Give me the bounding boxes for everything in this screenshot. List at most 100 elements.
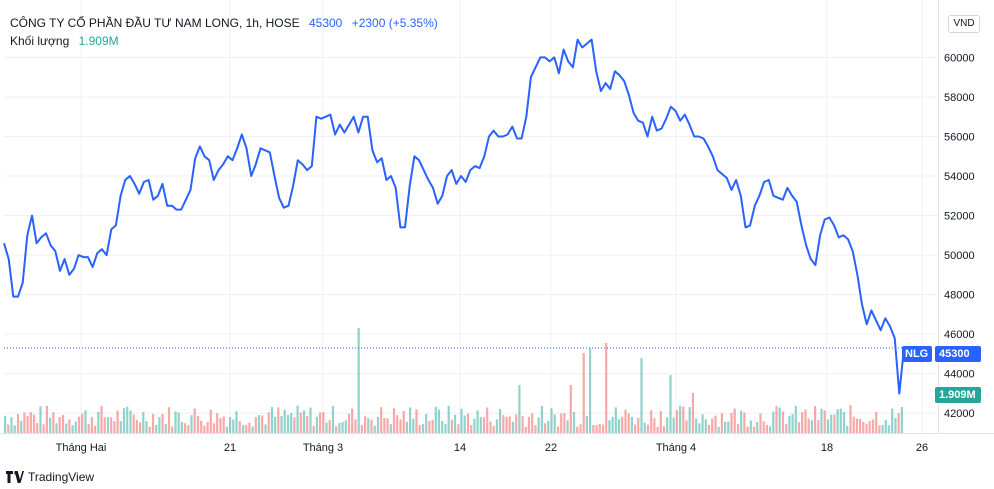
- volume-bar: [331, 405, 335, 433]
- volume-bar: [823, 410, 826, 433]
- volume-bar: [370, 419, 373, 433]
- volume-bar: [77, 416, 81, 433]
- volume-bar: [84, 410, 87, 433]
- volume-bar: [817, 420, 820, 433]
- volume-bar: [347, 413, 351, 433]
- volume-bar: [489, 421, 492, 433]
- volume-bar: [579, 424, 582, 433]
- volume-bar: [486, 407, 489, 433]
- volume-bar: [351, 408, 354, 433]
- volume-bar: [187, 425, 190, 433]
- volume-bar: [167, 407, 171, 433]
- price-change: +2300 (+5.35%): [351, 16, 438, 30]
- volume-bar: [386, 418, 389, 433]
- volume-bar: [4, 416, 7, 433]
- time-axis[interactable]: Tháng Hai 21 Tháng 3 14 22 Tháng 4 18 26: [56, 442, 929, 454]
- volume-bar: [177, 412, 180, 433]
- price-axis[interactable]: 42000 44000 46000 48000 50000 52000 54000 56000…: [944, 52, 975, 420]
- volume-bar: [659, 411, 662, 433]
- last-price-tag: 45300: [935, 346, 981, 362]
- volume-bar: [887, 425, 891, 433]
- volume-bar: [582, 353, 585, 433]
- volume-bar: [891, 408, 894, 433]
- y-tick-label: 52000: [944, 211, 975, 223]
- volume-bar: [499, 409, 502, 433]
- currency-button[interactable]: VND: [948, 15, 980, 33]
- volume-bar: [762, 421, 765, 433]
- volume-bar: [563, 413, 566, 433]
- volume-bar: [804, 409, 807, 433]
- volume-bar: [466, 413, 470, 433]
- volume-bar: [122, 408, 126, 433]
- volume-bar: [148, 426, 151, 433]
- volume-bar: [572, 412, 576, 433]
- volume-bar: [309, 407, 312, 433]
- volume-bar: [646, 424, 650, 433]
- volume-bar: [830, 414, 833, 433]
- volume-bar: [717, 426, 720, 433]
- symbol-title: CÔNG TY CỔ PHẦN ĐẦU TƯ NAM LONG, 1h, HOS…: [10, 16, 300, 30]
- volume-bar: [611, 416, 614, 433]
- volume-bar: [846, 426, 849, 433]
- volume-bar: [90, 417, 93, 433]
- volume-bar: [621, 416, 624, 433]
- volume-bar: [550, 408, 553, 433]
- volume-bar: [360, 425, 363, 433]
- volume-bar: [701, 414, 704, 433]
- volume-bar: [261, 415, 264, 433]
- volume-bar: [521, 416, 524, 433]
- volume-bars: [4, 328, 903, 433]
- volume-bar: [49, 417, 52, 433]
- volume-bar: [769, 426, 772, 433]
- volume-bar: [656, 427, 659, 433]
- volume-bar: [454, 414, 457, 433]
- volume-bar: [174, 411, 177, 433]
- volume-bar: [598, 423, 601, 433]
- volume-bar: [560, 413, 563, 433]
- volume-bar: [592, 425, 595, 433]
- volume-bar: [679, 405, 682, 433]
- x-tick-label: Tháng 3: [303, 442, 343, 454]
- symbol-price-tag: NLG: [902, 346, 932, 362]
- volume-bar: [145, 421, 148, 433]
- volume-bar: [87, 424, 90, 433]
- volume-bar: [180, 421, 183, 433]
- volume-bar: [293, 417, 296, 433]
- volume-bar: [447, 405, 450, 433]
- volume-bar: [428, 420, 431, 433]
- volume-bar: [267, 412, 270, 433]
- volume-bar: [643, 422, 646, 433]
- volume-bar: [151, 414, 155, 433]
- volume-bar: [627, 413, 630, 433]
- volume-bar: [839, 408, 842, 433]
- volume-bar: [826, 419, 830, 433]
- volume-bar: [508, 416, 511, 433]
- volume-bar: [139, 422, 142, 433]
- volume-bar: [788, 415, 791, 433]
- volume-bar: [212, 423, 216, 433]
- tradingview-brand[interactable]: TradingView: [6, 470, 94, 484]
- volume-bar: [492, 425, 495, 433]
- volume-bar: [206, 421, 209, 433]
- volume-bar: [502, 415, 505, 433]
- volume-bar: [511, 421, 515, 433]
- volume-bar: [16, 414, 20, 433]
- volume-bar: [357, 328, 360, 433]
- volume-bar: [608, 420, 611, 433]
- volume-bar: [733, 408, 736, 433]
- volume-bar: [791, 414, 794, 433]
- volume-bar: [537, 417, 540, 433]
- volume-bar: [235, 411, 238, 433]
- volume-bar: [675, 410, 678, 433]
- volume-bar: [23, 412, 26, 433]
- y-tick-label: 56000: [944, 131, 975, 143]
- volume-bar: [100, 406, 103, 433]
- volume-bar: [155, 425, 158, 433]
- volume-bar: [20, 420, 23, 433]
- y-tick-label: 50000: [944, 250, 975, 262]
- volume-bar: [257, 415, 261, 433]
- volume-bar: [859, 419, 862, 433]
- volume-bar: [624, 409, 627, 433]
